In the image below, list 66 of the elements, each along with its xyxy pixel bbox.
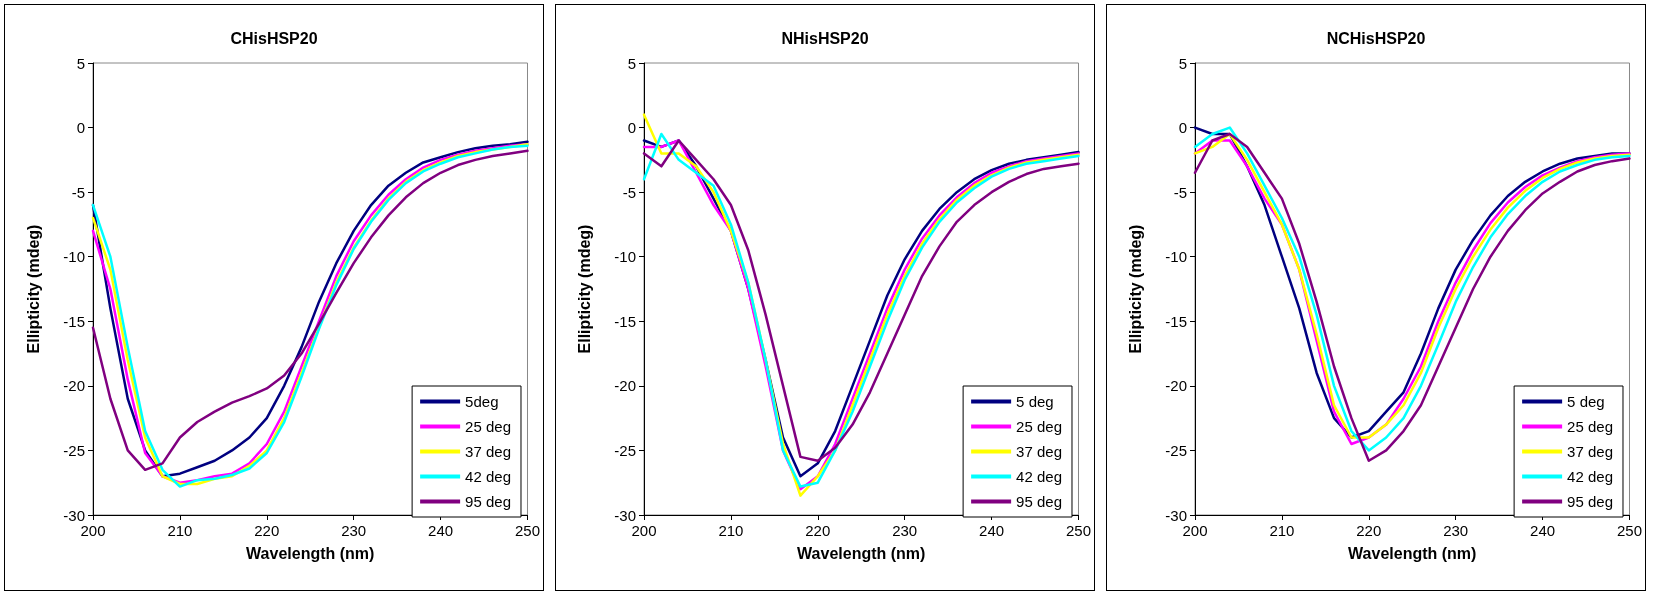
y-tick-label: 0 [1178,119,1187,137]
y-tick-label: -25 [63,441,85,459]
y-tick-label: -30 [63,506,85,524]
x-tick-label: 240 [979,522,1005,539]
x-tick-label: 220 [1356,522,1382,539]
x-tick-label: 240 [1530,522,1556,539]
legend-label: 25 deg [1016,418,1063,435]
x-tick-label: 200 [1182,522,1208,539]
y-tick-label: -20 [63,377,85,395]
legend-label: 37 deg [1016,443,1063,460]
y-tick-label: -5 [1173,183,1187,201]
y-tick-label: -30 [614,506,636,524]
y-tick-label: -30 [1165,506,1187,524]
x-tick-label: 250 [1616,522,1642,539]
x-tick-label: 220 [805,522,831,539]
y-tick-label: 0 [627,119,636,137]
legend-label: 37 deg [465,443,512,460]
y-tick-label: -15 [614,312,636,330]
legend-label: 95 deg [1016,493,1063,510]
x-tick-label: 200 [631,522,657,539]
legend-label: 37 deg [1567,443,1614,460]
y-tick-label: 5 [76,54,85,72]
x-tick-label: 210 [1269,522,1295,539]
y-axis-title: Ellipticity (mdeg) [575,224,593,354]
y-tick-label: -20 [614,377,636,395]
y-tick-label: -15 [1165,312,1187,330]
y-tick-label: -10 [1165,248,1187,266]
x-tick-label: 210 [718,522,744,539]
x-tick-label: 230 [892,522,918,539]
legend-label: 42 deg [465,468,512,485]
y-tick-label: 5 [627,54,636,72]
x-tick-label: 240 [428,522,454,539]
y-tick-label: -25 [1165,441,1187,459]
legend-label: 95 deg [1567,493,1614,510]
y-tick-label: -10 [614,248,636,266]
legend-label: 25 deg [465,418,512,435]
legend-label: 5deg [465,393,499,410]
chart-title: NHisHSP20 [781,29,869,47]
legend-label: 42 deg [1016,468,1063,485]
y-axis-title: Ellipticity (mdeg) [24,224,42,354]
y-tick-label: -10 [63,248,85,266]
x-tick-label: 210 [167,522,193,539]
chart-title: CHisHSP20 [230,29,318,47]
y-axis-title: Ellipticity (mdeg) [1126,224,1144,354]
x-axis-title: Wavelength (nm) [1348,544,1477,562]
x-tick-label: 200 [80,522,106,539]
y-tick-label: 0 [76,119,85,137]
legend-label: 95 deg [465,493,512,510]
y-tick-label: -5 [622,183,636,201]
x-tick-label: 220 [254,522,280,539]
legend-label: 5 deg [1567,393,1605,410]
y-tick-label: -25 [614,441,636,459]
legend-label: 25 deg [1567,418,1614,435]
y-tick-label: -15 [63,312,85,330]
y-tick-label: -5 [71,183,85,201]
x-axis-title: Wavelength (nm) [797,544,926,562]
x-tick-label: 230 [341,522,367,539]
x-tick-label: 250 [1065,522,1091,539]
x-axis-title: Wavelength (nm) [246,544,375,562]
legend-label: 42 deg [1567,468,1614,485]
x-tick-label: 230 [1443,522,1469,539]
x-tick-label: 250 [514,522,540,539]
y-tick-label: 5 [1178,54,1187,72]
legend-label: 5 deg [1016,393,1054,410]
chart-title: NCHisHSP20 [1326,29,1426,47]
y-tick-label: -20 [1165,377,1187,395]
